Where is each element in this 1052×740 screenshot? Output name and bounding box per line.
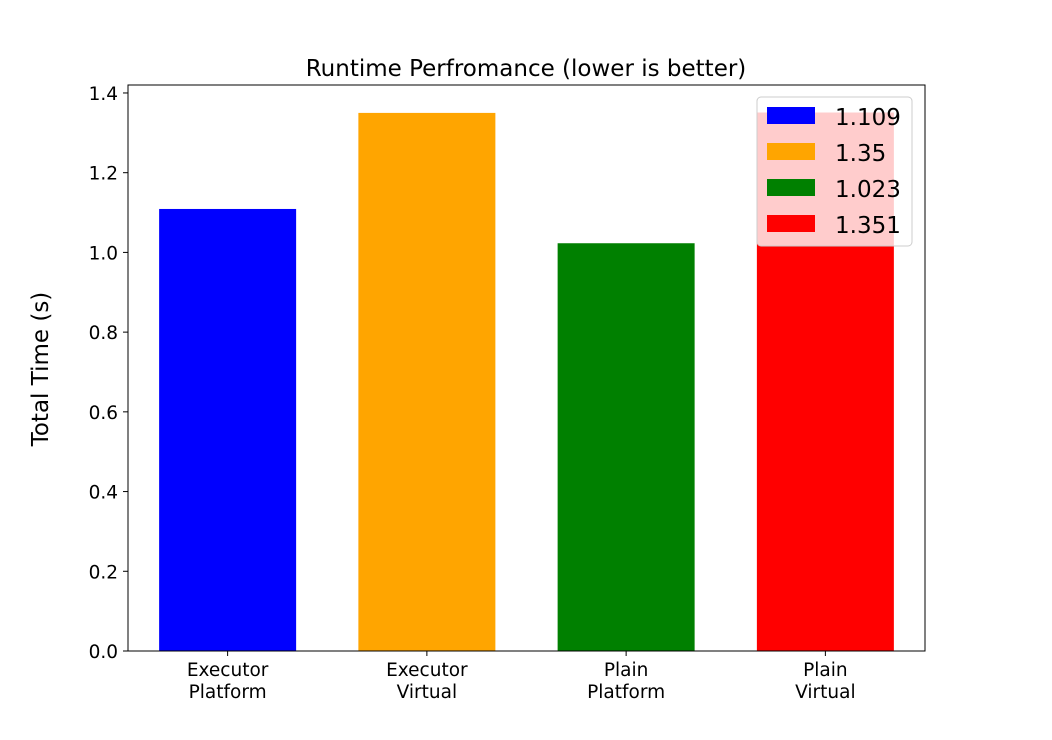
bar-1 bbox=[358, 112, 496, 651]
bar-0 bbox=[159, 208, 297, 651]
x-tick-label: Executor bbox=[386, 660, 468, 681]
chart-title: Runtime Perfromance (lower is better) bbox=[306, 56, 747, 82]
y-tick-label: 0.2 bbox=[89, 562, 118, 583]
legend-box bbox=[756, 96, 913, 247]
legend-label-0: 1.109 bbox=[835, 105, 901, 131]
legend-swatch-0 bbox=[767, 107, 815, 124]
x-tick-label: Virtual bbox=[795, 682, 855, 703]
legend-swatch-1 bbox=[767, 143, 815, 160]
x-tick-label: Virtual bbox=[397, 682, 457, 703]
ticks-layer: ExecutorPlatformExecutorVirtualPlainPlat… bbox=[89, 84, 856, 703]
x-tick-label: Executor bbox=[187, 660, 269, 681]
y-tick-label: 0.4 bbox=[89, 483, 118, 504]
y-axis-label: Total Time (s) bbox=[28, 292, 54, 448]
y-tick-label: 0.8 bbox=[89, 323, 118, 344]
bars-layer bbox=[159, 112, 894, 652]
plot-frame bbox=[127, 84, 926, 652]
y-tick-label: 1.4 bbox=[89, 84, 118, 105]
x-tick-label: Plain bbox=[604, 660, 649, 681]
legend-label-3: 1.351 bbox=[835, 213, 901, 239]
x-tick-label: Platform bbox=[587, 682, 665, 703]
bar-2 bbox=[557, 243, 695, 651]
y-tick-label: 0.0 bbox=[89, 642, 118, 663]
legend: 1.109 1.35 1.023 1.351 bbox=[756, 96, 913, 247]
y-tick-label: 0.6 bbox=[89, 403, 118, 424]
y-tick-label: 1.2 bbox=[89, 164, 118, 185]
legend-label-2: 1.023 bbox=[835, 177, 901, 203]
x-tick-label: Platform bbox=[189, 682, 267, 703]
x-tick-label: Plain bbox=[803, 660, 848, 681]
legend-swatch-3 bbox=[767, 215, 815, 232]
y-tick-label: 1.0 bbox=[89, 243, 118, 264]
legend-label-1: 1.35 bbox=[835, 141, 886, 167]
legend-swatch-2 bbox=[767, 179, 815, 196]
